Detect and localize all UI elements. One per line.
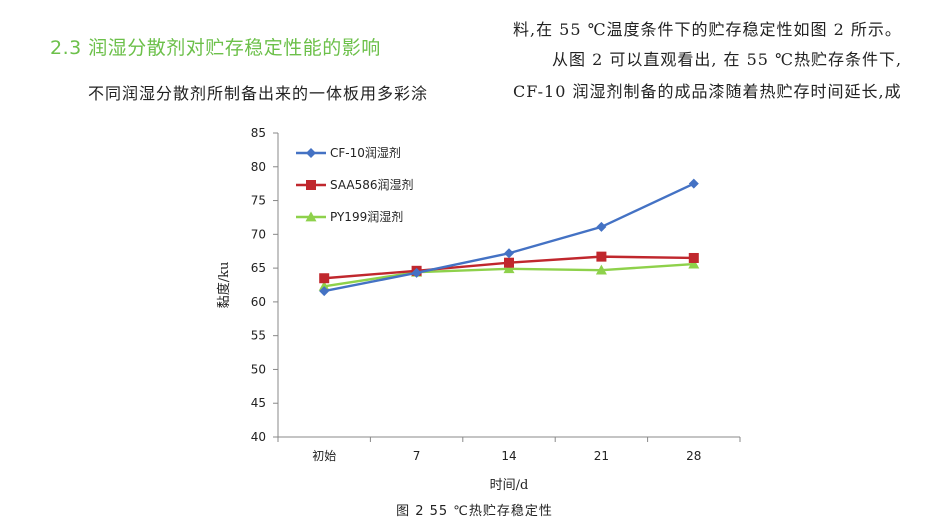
x-tick-label: 14 <box>501 449 516 463</box>
y-tick-label: 80 <box>251 160 266 174</box>
legend-label-saa586: SAA586润湿剂 <box>330 177 414 192</box>
data-point-py199 <box>688 258 700 269</box>
right-paragraph-line-1: 料,在 55 ℃温度条件下的贮存稳定性如图 2 所示。 <box>513 20 902 39</box>
section-heading: 2.3 润湿分散剂对贮存稳定性能的影响 <box>50 37 381 59</box>
x-axis-title: 时间/d <box>490 478 529 493</box>
data-point-saa586 <box>688 252 699 263</box>
data-point-cf-10 <box>319 286 330 297</box>
right-paragraph-line-2: 从图 2 可以直观看出, 在 55 ℃热贮存条件下, <box>552 50 903 69</box>
y-tick-label: 40 <box>251 430 266 444</box>
legend-marker-py199 <box>305 211 317 222</box>
data-point-saa586 <box>319 273 330 284</box>
legend-label-py199: PY199润湿剂 <box>330 209 403 224</box>
data-point-cf-10 <box>504 248 514 259</box>
data-point-py199 <box>318 280 330 291</box>
x-tick-label: 7 <box>413 449 421 463</box>
right-paragraph-line-3: CF-10 润湿剂制备的成品漆随着热贮存时间延长,成 <box>513 82 902 101</box>
y-tick-label: 70 <box>251 227 266 241</box>
y-tick-label: 75 <box>251 194 266 208</box>
figure-caption: 图 2 55 ℃热贮存稳定性 <box>396 504 553 519</box>
y-tick-label: 45 <box>251 396 266 410</box>
x-tick-label: 初始 <box>312 449 336 463</box>
x-tick-label: 28 <box>686 449 701 463</box>
data-point-py199 <box>503 263 515 274</box>
data-point-cf-10 <box>688 178 699 189</box>
data-point-saa586 <box>504 257 514 268</box>
y-tick-label: 85 <box>251 126 266 140</box>
y-tick-label: 60 <box>251 295 266 309</box>
y-tick-label: 50 <box>251 362 266 376</box>
y-tick-label: 65 <box>251 261 266 275</box>
legend-marker-saa586 <box>306 180 316 190</box>
data-point-cf-10 <box>411 267 422 278</box>
legend-label-cf-10: CF-10润湿剂 <box>330 145 401 160</box>
left-paragraph: 不同润湿分散剂所制备出来的一体板用多彩涂 <box>88 84 429 103</box>
x-tick-label: 21 <box>594 449 609 463</box>
y-tick-label: 55 <box>251 329 266 343</box>
data-point-saa586 <box>596 251 607 262</box>
legend-marker-cf-10 <box>306 148 316 158</box>
y-axis-title: 黏度/ku <box>216 262 232 309</box>
data-point-cf-10 <box>596 221 607 232</box>
data-point-py199 <box>595 264 607 275</box>
